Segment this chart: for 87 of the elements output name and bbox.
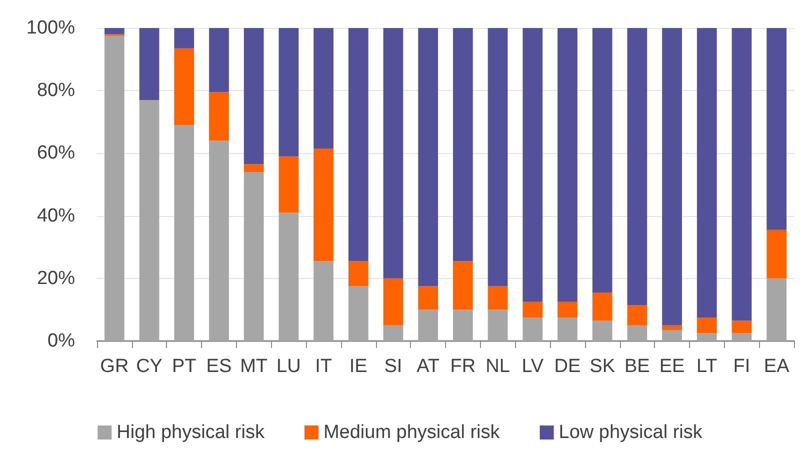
bar [732, 320, 752, 334]
bar [766, 278, 787, 341]
x-tick-label: AT [416, 356, 440, 377]
bar [278, 156, 299, 213]
y-tick-label: 80% [36, 80, 76, 102]
bar [522, 302, 543, 318]
x-tick-label: IE [349, 356, 368, 377]
bar [627, 305, 648, 326]
x-tick-label: NL [486, 356, 510, 377]
y-tick-label: 20% [36, 268, 76, 289]
x-tick-label: FR [450, 356, 476, 377]
x-tick-label: IT [315, 356, 332, 377]
bar [348, 286, 368, 341]
x-tick-label: BE [624, 356, 650, 377]
bar [732, 333, 752, 341]
bar [314, 28, 334, 149]
y-tick-label: 0% [48, 330, 76, 352]
bar [522, 318, 543, 341]
bar [488, 286, 508, 310]
x-tick-label: PT [172, 356, 197, 377]
bar [174, 48, 194, 126]
bar [696, 318, 717, 334]
legend-label: Medium physical risk [323, 422, 500, 443]
bar [452, 261, 473, 310]
bar [662, 325, 682, 330]
bar [452, 28, 473, 262]
bar [766, 230, 787, 278]
bar [209, 28, 229, 92]
bar [174, 125, 194, 341]
bar [766, 28, 787, 230]
x-tick-label: MT [240, 356, 268, 377]
x-tick-label: SI [384, 356, 402, 377]
bar [452, 310, 473, 341]
bar [662, 28, 682, 326]
y-tick-label: 100% [26, 18, 76, 38]
legend-label: Low physical risk [558, 422, 703, 443]
bar [488, 310, 508, 341]
bar [488, 28, 508, 286]
x-tick-label: LT [696, 356, 718, 377]
bar [209, 140, 229, 341]
bar [696, 333, 717, 341]
bar [139, 100, 160, 341]
bar [558, 318, 578, 341]
y-tick-label: 60% [36, 142, 76, 164]
bar [348, 261, 368, 286]
x-tick-label: CY [136, 356, 163, 377]
x-tick-label: SK [590, 356, 616, 377]
x-tick-label: GR [100, 356, 129, 377]
bar [383, 28, 404, 278]
bar [139, 28, 160, 100]
bar [592, 320, 612, 341]
bar [314, 261, 334, 341]
bar [314, 148, 334, 262]
bar [558, 28, 578, 302]
bar [732, 28, 752, 321]
bar [418, 310, 438, 341]
bar [348, 28, 368, 262]
x-tick-label: LV [522, 356, 544, 377]
bar [104, 28, 124, 34]
bar [558, 302, 578, 318]
bar [244, 28, 264, 164]
bar [278, 28, 299, 156]
bar [696, 28, 717, 318]
legend-label: High physical risk [116, 422, 265, 443]
bar [383, 325, 404, 341]
y-tick-label: 40% [36, 205, 76, 226]
bar [627, 28, 648, 306]
bar [104, 36, 124, 341]
bar [592, 28, 612, 292]
bar [627, 325, 648, 341]
bar [418, 286, 438, 310]
x-tick-label: EE [659, 356, 685, 377]
bar [174, 28, 194, 48]
x-tick-label: DE [554, 356, 581, 377]
x-tick-label: LU [276, 356, 301, 377]
bar [418, 28, 438, 286]
bar [592, 292, 612, 321]
x-tick-label: FI [733, 356, 750, 377]
bar [383, 278, 404, 326]
bar [522, 28, 543, 302]
bar [662, 330, 682, 341]
bar [244, 164, 264, 172]
x-tick-label: ES [206, 356, 232, 377]
x-tick-label: EA [764, 356, 790, 377]
bar [278, 212, 299, 341]
bar [209, 92, 229, 141]
bar [244, 172, 264, 341]
